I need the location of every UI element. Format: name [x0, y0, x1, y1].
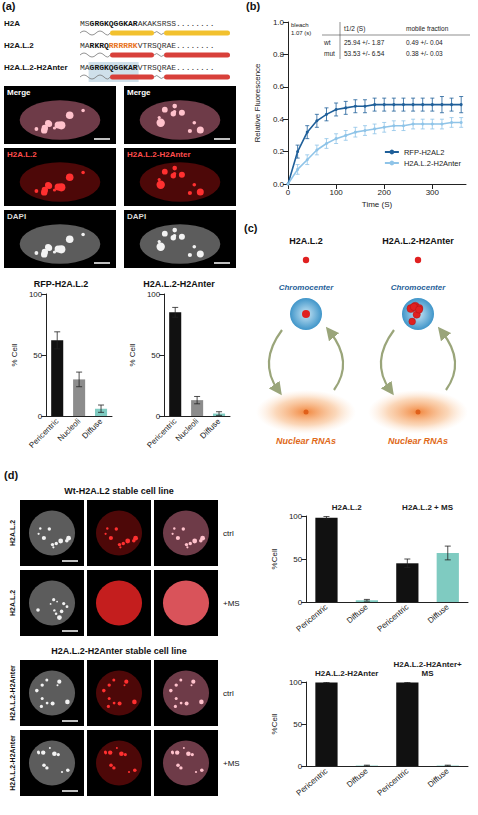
svg-text:MS: MS — [422, 669, 435, 678]
svg-text:Pericentric: Pericentric — [27, 417, 60, 450]
svg-text:Nuclear RNAs: Nuclear RNAs — [388, 436, 448, 446]
svg-text:0: 0 — [298, 598, 303, 607]
svg-text:0.6: 0.6 — [273, 82, 285, 91]
svg-text:(d): (d) — [4, 469, 18, 481]
svg-text:mobile fraction: mobile fraction — [406, 25, 449, 32]
svg-text:0.4: 0.4 — [273, 115, 285, 124]
svg-text:Nucleoli: Nucleoli — [56, 417, 83, 444]
svg-text:H2A.L.2: H2A.L.2 — [332, 503, 362, 512]
svg-text:H2A.L.2-H2Anter stable cell li: H2A.L.2-H2Anter stable cell line — [51, 646, 187, 656]
svg-text:Merge: Merge — [7, 88, 31, 97]
svg-text:H2A.L.2-H2Anter: H2A.L.2-H2Anter — [143, 279, 215, 289]
svg-text:H2A.L.2: H2A.L.2 — [4, 41, 34, 50]
svg-text:H2A.L.2-H2Anter: H2A.L.2-H2Anter — [9, 665, 16, 721]
svg-text:Pericentric: Pericentric — [376, 767, 411, 798]
svg-text:Diffuse: Diffuse — [345, 766, 370, 789]
svg-text:H2A.L.2-H2Anter: H2A.L.2-H2Anter — [315, 669, 379, 678]
svg-text:H2A.L.2-H2Anter: H2A.L.2-H2Anter — [4, 63, 68, 72]
svg-text:H2A.L.2-H2Anter+: H2A.L.2-H2Anter+ — [393, 660, 462, 669]
svg-text:0.49 +/- 0.04: 0.49 +/- 0.04 — [406, 39, 443, 46]
svg-text:Diffuse: Diffuse — [426, 602, 451, 625]
svg-text:Chromocenter: Chromocenter — [391, 283, 447, 292]
svg-text:0.0: 0.0 — [273, 180, 285, 189]
svg-text:%Cell: %Cell — [270, 713, 279, 734]
svg-text:H2A.L.2: H2A.L.2 — [289, 236, 323, 246]
svg-text:wt: wt — [323, 39, 331, 46]
svg-text:100: 100 — [147, 290, 161, 299]
svg-text:50: 50 — [33, 351, 42, 360]
svg-text:50: 50 — [151, 351, 160, 360]
svg-text:H2A.L.2-H2Anter: H2A.L.2-H2Anter — [9, 735, 16, 791]
svg-text:100: 100 — [289, 678, 303, 687]
svg-text:0: 0 — [156, 412, 161, 421]
svg-text:%Cell: %Cell — [270, 548, 279, 569]
svg-text:Pericentric: Pericentric — [376, 603, 411, 634]
svg-text:0.38 +/- 0.03: 0.38 +/- 0.03 — [406, 50, 443, 57]
svg-text:Relative Fluorescence: Relative Fluorescence — [253, 63, 262, 143]
svg-text:MSGRGKQGGKARAKAKSRSS........: MSGRGKQGGKARAKAKSRSS........ — [80, 19, 214, 28]
svg-text:50: 50 — [293, 555, 302, 564]
svg-text:1.07 (s): 1.07 (s) — [291, 30, 311, 36]
svg-text:0: 0 — [38, 412, 43, 421]
svg-text:Diffuse: Diffuse — [345, 602, 370, 625]
svg-text:DAPI: DAPI — [7, 212, 26, 221]
svg-text:Pericentric: Pericentric — [295, 603, 330, 634]
svg-text:1.0: 1.0 — [273, 18, 285, 27]
svg-text:H2A.L.2-H2Anter: H2A.L.2-H2Anter — [382, 236, 454, 246]
svg-text:(c): (c) — [244, 222, 258, 234]
svg-text:Diffuse: Diffuse — [426, 766, 451, 789]
svg-text:H2A.L.2: H2A.L.2 — [9, 520, 16, 546]
svg-text:+MS: +MS — [223, 759, 240, 768]
svg-text:200: 200 — [378, 188, 392, 197]
svg-text:% Cell: % Cell — [10, 343, 19, 366]
svg-text:+MS: +MS — [223, 599, 240, 608]
svg-text:DAPI: DAPI — [127, 212, 146, 221]
svg-text:H2A: H2A — [4, 19, 20, 28]
svg-text:Diffuse: Diffuse — [80, 416, 104, 440]
svg-text:ctrl: ctrl — [223, 689, 234, 698]
svg-text:100: 100 — [289, 512, 303, 521]
svg-text:H2A.L.2: H2A.L.2 — [9, 590, 16, 616]
svg-text:Diffuse: Diffuse — [198, 416, 222, 440]
svg-text:mut: mut — [324, 50, 335, 57]
svg-text:Wt-H2A.L2 stable cell line: Wt-H2A.L2 stable cell line — [64, 486, 174, 496]
svg-text:0: 0 — [286, 188, 291, 197]
svg-text:Nucleoli: Nucleoli — [174, 417, 201, 444]
svg-text:H2A.L.2-H2Anter: H2A.L.2-H2Anter — [127, 150, 191, 159]
svg-text:Merge: Merge — [127, 88, 151, 97]
svg-text:0.2: 0.2 — [273, 147, 285, 156]
html-text:(b): (b) — [246, 0, 260, 12]
svg-text:25.94 +/- 1.87: 25.94 +/- 1.87 — [344, 39, 385, 46]
svg-text:Nuclear RNAs: Nuclear RNAs — [276, 436, 336, 446]
svg-text:100: 100 — [329, 188, 343, 197]
svg-text:0.8: 0.8 — [273, 50, 285, 59]
svg-text:Time (S): Time (S) — [362, 200, 393, 209]
svg-text:RFP-H2AL2: RFP-H2AL2 — [404, 148, 444, 157]
svg-text:bleach: bleach — [291, 22, 309, 28]
svg-text:0: 0 — [298, 762, 303, 771]
svg-text:H2A.L.2 + MS: H2A.L.2 + MS — [402, 503, 454, 512]
svg-text:% Cell: % Cell — [128, 343, 137, 366]
svg-text:53.53 +/- 6.54: 53.53 +/- 6.54 — [344, 50, 385, 57]
svg-text:H2A.L.2: H2A.L.2 — [7, 150, 37, 159]
svg-text:Pericentric: Pericentric — [295, 767, 330, 798]
svg-text:Chromocenter: Chromocenter — [279, 283, 335, 292]
html-text:(a): (a) — [2, 0, 16, 12]
svg-text:H2A.L.2-H2Anter: H2A.L.2-H2Anter — [404, 159, 462, 168]
svg-text:MARKRQRRRRRKVTRSQRAE........: MARKRQRRRRRKVTRSQRAE........ — [80, 41, 214, 50]
svg-text:50: 50 — [293, 720, 302, 729]
svg-text:t1/2 (S): t1/2 (S) — [344, 25, 365, 33]
svg-text:300: 300 — [426, 188, 440, 197]
svg-text:MAGRGKQGGKARVTRSQRAE........: MAGRGKQGGKARVTRSQRAE........ — [80, 63, 214, 72]
svg-text:ctrl: ctrl — [223, 529, 234, 538]
svg-text:Pericentric: Pericentric — [145, 417, 178, 450]
svg-text:100: 100 — [29, 290, 43, 299]
svg-text:RFP-H2A.L.2: RFP-H2A.L.2 — [34, 279, 89, 289]
